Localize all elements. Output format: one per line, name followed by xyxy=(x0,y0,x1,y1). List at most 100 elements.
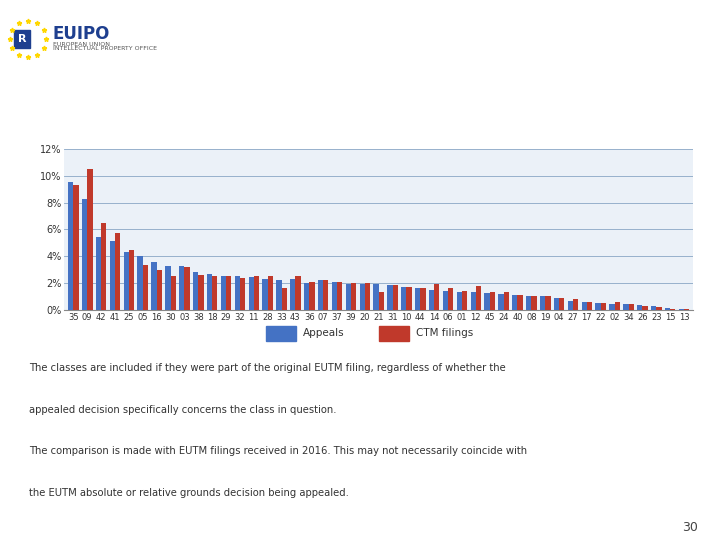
Bar xyxy=(637,305,642,310)
Bar xyxy=(248,277,253,310)
Bar xyxy=(266,326,296,341)
Bar xyxy=(456,292,462,310)
Bar xyxy=(545,296,551,310)
Bar xyxy=(268,276,273,310)
Bar xyxy=(629,304,634,310)
Bar xyxy=(401,287,407,310)
Bar xyxy=(471,293,476,310)
Bar xyxy=(420,288,426,310)
Text: EUIPO: EUIPO xyxy=(53,25,110,43)
Bar xyxy=(554,298,559,310)
Bar xyxy=(595,302,600,310)
Text: The comparison is made with EUTM filings received in 2016. This may not necessar: The comparison is made with EUTM filings… xyxy=(29,446,527,456)
Bar xyxy=(212,276,217,310)
Bar xyxy=(559,298,564,310)
Bar xyxy=(310,282,315,310)
Bar xyxy=(346,284,351,310)
Bar xyxy=(567,301,573,310)
Text: CTM filings: CTM filings xyxy=(416,327,474,338)
Bar xyxy=(615,302,620,310)
Bar xyxy=(503,293,509,310)
Bar xyxy=(282,288,287,310)
Bar xyxy=(448,288,454,310)
Bar xyxy=(656,307,662,310)
Bar xyxy=(221,276,226,310)
FancyBboxPatch shape xyxy=(12,116,708,352)
Bar xyxy=(415,288,420,310)
Bar xyxy=(443,291,448,310)
Bar xyxy=(124,252,129,310)
Bar xyxy=(374,285,379,310)
Bar xyxy=(670,308,675,310)
Bar xyxy=(73,185,78,310)
Bar xyxy=(262,279,268,310)
Bar xyxy=(295,276,301,310)
Bar xyxy=(359,284,365,310)
Text: EUROPEAN UNION: EUROPEAN UNION xyxy=(53,42,110,46)
Bar xyxy=(379,326,409,341)
Bar xyxy=(115,233,120,310)
Bar xyxy=(179,266,184,310)
Bar xyxy=(642,306,648,310)
Bar xyxy=(531,296,536,310)
Text: INTELLECTUAL PROPERTY OFFICE: INTELLECTUAL PROPERTY OFFICE xyxy=(53,46,157,51)
Bar xyxy=(171,276,176,310)
Text: the EUTM absolute or relative grounds decision being appealed.: the EUTM absolute or relative grounds de… xyxy=(29,488,348,498)
Bar xyxy=(318,280,323,310)
Bar xyxy=(184,267,189,310)
Bar xyxy=(276,280,282,310)
Bar xyxy=(600,302,606,310)
Bar xyxy=(323,280,328,310)
Bar xyxy=(240,278,246,310)
Bar xyxy=(665,308,670,310)
Bar xyxy=(253,276,259,310)
Bar xyxy=(337,282,342,310)
Bar xyxy=(14,30,30,48)
Bar xyxy=(101,222,107,310)
Bar xyxy=(573,299,578,310)
Text: Appeals: Appeals xyxy=(303,327,345,338)
Text: The classes are included if they were part of the original EUTM filing, regardle: The classes are included if they were pa… xyxy=(29,363,505,374)
Bar xyxy=(68,183,73,310)
Bar xyxy=(165,266,171,310)
Bar xyxy=(540,296,545,310)
Text: R: R xyxy=(18,34,26,44)
Bar xyxy=(679,309,684,310)
Bar xyxy=(87,169,92,310)
Bar xyxy=(207,274,212,310)
Bar xyxy=(157,269,162,310)
Bar xyxy=(151,261,157,310)
Bar xyxy=(609,304,615,310)
Text: appealed decision specifically concerns the class in question.: appealed decision specifically concerns … xyxy=(29,405,336,415)
Bar xyxy=(129,249,134,310)
Bar xyxy=(476,286,481,310)
Bar xyxy=(429,290,434,310)
Bar xyxy=(651,306,656,310)
Bar xyxy=(379,293,384,310)
Bar xyxy=(365,283,370,310)
Bar xyxy=(582,302,587,310)
Text: Appeals filed by class in relation to EUTMs filed by class (2017): Appeals filed by class in relation to EU… xyxy=(30,91,506,104)
Bar xyxy=(226,276,231,310)
Bar xyxy=(624,304,629,310)
Bar xyxy=(434,285,439,310)
Bar xyxy=(351,283,356,310)
Bar xyxy=(587,302,592,310)
Bar xyxy=(392,285,398,310)
Bar xyxy=(138,256,143,310)
Text: 30: 30 xyxy=(683,521,698,534)
Bar xyxy=(518,295,523,310)
Bar xyxy=(193,272,198,310)
Bar xyxy=(407,287,412,310)
Bar xyxy=(462,291,467,310)
Bar xyxy=(498,294,503,310)
Bar xyxy=(526,296,531,310)
Bar xyxy=(198,275,204,310)
Bar xyxy=(290,279,295,310)
Bar xyxy=(109,241,115,310)
Bar xyxy=(387,285,392,310)
Bar xyxy=(304,283,310,310)
Bar xyxy=(512,295,518,310)
Bar xyxy=(485,293,490,310)
Bar xyxy=(82,199,87,310)
